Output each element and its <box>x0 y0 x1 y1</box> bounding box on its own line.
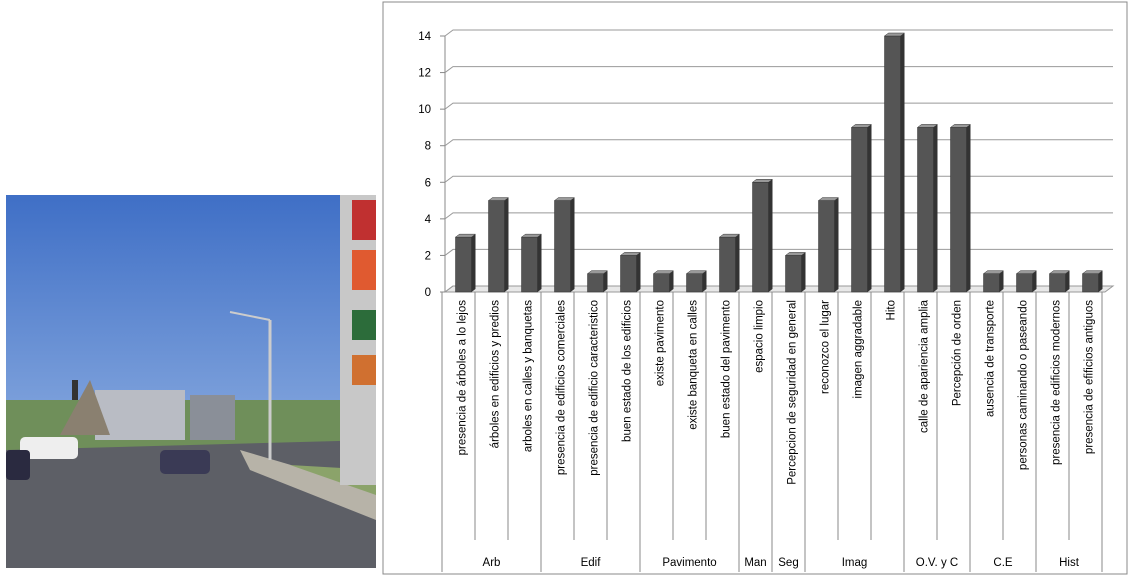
bar <box>653 273 670 293</box>
bar <box>983 273 1000 293</box>
x-tick-label: presencia de edificios comerciales <box>556 300 568 475</box>
x-tick-label: imagen aggradable <box>853 300 865 398</box>
bar <box>917 127 934 293</box>
x-tick-label: espacio limpio <box>754 300 766 373</box>
x-tick-label: presencia de edificio caracteristico <box>589 300 601 476</box>
y-tick-label: 0 <box>425 287 431 299</box>
bar-side-face <box>999 270 1004 292</box>
bar <box>1082 273 1099 293</box>
bar-side-face <box>801 252 806 292</box>
bar-side-face <box>636 252 641 292</box>
grid-line <box>444 29 1113 37</box>
bar-side-face <box>900 33 905 292</box>
y-tick-label: 10 <box>418 104 431 116</box>
bar <box>719 236 736 293</box>
x-tick-label: buen estado de los edificios <box>622 300 634 442</box>
y-tick-label: 6 <box>425 177 431 189</box>
group-label: Seg <box>778 557 798 569</box>
y-tick-label: 8 <box>425 141 431 153</box>
bar <box>752 182 769 293</box>
bar <box>488 200 505 293</box>
bar-side-face <box>867 124 872 292</box>
bar <box>950 127 967 293</box>
x-tick-label: ausencia de transporte <box>985 300 997 417</box>
group-label: Imag <box>842 557 868 569</box>
group-label: Arb <box>483 557 501 569</box>
y-tick-label: 14 <box>418 31 431 43</box>
bar-side-face <box>570 197 575 292</box>
bar-side-face <box>768 179 773 292</box>
x-tick-label: Hito <box>886 300 898 320</box>
bar-side-face <box>603 270 608 292</box>
x-tick-label: arboles en calles y banquetas <box>523 300 535 452</box>
bar <box>554 200 571 293</box>
bar <box>686 273 703 293</box>
bar-side-face <box>1098 270 1103 292</box>
bar-side-face <box>471 234 476 292</box>
bar <box>1049 273 1066 293</box>
bar <box>620 255 637 293</box>
group-label: Edif <box>581 557 602 569</box>
bar-side-face <box>1032 270 1037 292</box>
x-tick-label: existe pavimento <box>655 300 667 386</box>
bar <box>851 127 868 293</box>
x-tick-label: existe banqueta en calles <box>688 300 700 430</box>
y-tick-label: 12 <box>418 68 431 80</box>
x-tick-label: presencia de árboles a lo lejos <box>457 300 469 456</box>
street-photo <box>6 195 376 568</box>
bar-side-face <box>537 234 542 292</box>
x-tick-label: reconozco el lugar <box>820 300 832 394</box>
bar-side-face <box>702 270 707 292</box>
bar-side-face <box>1065 270 1070 292</box>
x-tick-label: Percepcion de seguridad en general <box>787 300 799 485</box>
bar <box>785 255 802 293</box>
bar <box>455 236 472 293</box>
x-tick-label: calle de apariencia amplia <box>919 299 931 433</box>
x-tick-label: Percepción de orden <box>952 300 964 406</box>
y-tick-label: 4 <box>425 214 432 226</box>
bar <box>521 236 538 293</box>
group-label: Man <box>744 557 766 569</box>
group-label: O.V. y C <box>916 557 958 569</box>
bar <box>818 200 835 293</box>
floor <box>443 285 1115 293</box>
x-tick-label: buen estado del pavimento <box>721 300 733 438</box>
bar <box>587 273 604 293</box>
group-label: C.E <box>993 557 1013 569</box>
bar-side-face <box>933 124 938 292</box>
y-tick-label: 2 <box>425 250 431 262</box>
bar <box>884 35 901 293</box>
x-tick-label: árboles en edificios y predios <box>490 300 502 449</box>
x-tick-label: presencia de efificios antiguos <box>1084 300 1096 454</box>
x-tick-label: presencia de edificios modernos <box>1051 300 1063 465</box>
bar <box>1016 273 1033 293</box>
bar-side-face <box>735 234 740 292</box>
bar-side-face <box>966 124 971 292</box>
bar-side-face <box>669 270 674 292</box>
group-label: Pavimento <box>662 557 716 569</box>
bar-side-face <box>834 197 839 292</box>
x-tick-label: personas caminando o paseando <box>1018 300 1030 470</box>
group-label: Hist <box>1059 557 1080 569</box>
bar-side-face <box>504 197 509 292</box>
